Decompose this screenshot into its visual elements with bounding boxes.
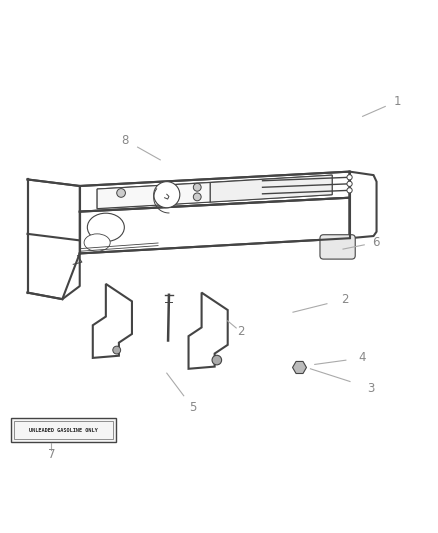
Circle shape — [212, 356, 222, 365]
Circle shape — [193, 183, 201, 191]
Ellipse shape — [347, 175, 352, 180]
FancyBboxPatch shape — [11, 418, 116, 442]
Polygon shape — [28, 180, 80, 259]
Polygon shape — [28, 259, 62, 299]
Polygon shape — [97, 182, 210, 208]
Text: 2: 2 — [342, 293, 349, 305]
Text: 6: 6 — [372, 236, 379, 249]
Text: 2: 2 — [237, 325, 244, 338]
Text: UNLEADED GASOLINE ONLY: UNLEADED GASOLINE ONLY — [29, 427, 98, 433]
Ellipse shape — [347, 181, 352, 187]
Polygon shape — [293, 361, 307, 374]
Circle shape — [113, 346, 120, 354]
Circle shape — [117, 189, 125, 197]
FancyBboxPatch shape — [320, 235, 355, 259]
Polygon shape — [350, 172, 377, 238]
Text: 3: 3 — [367, 382, 375, 395]
Polygon shape — [93, 284, 132, 358]
Text: 4: 4 — [359, 351, 366, 365]
Circle shape — [193, 193, 201, 201]
Ellipse shape — [87, 213, 124, 241]
Text: 7: 7 — [48, 448, 55, 461]
Polygon shape — [80, 198, 350, 254]
Polygon shape — [97, 175, 332, 208]
Ellipse shape — [84, 234, 110, 251]
Text: 5: 5 — [189, 401, 197, 415]
Ellipse shape — [347, 188, 352, 193]
Text: 1: 1 — [394, 95, 401, 108]
Polygon shape — [188, 293, 228, 369]
Polygon shape — [210, 175, 332, 202]
Polygon shape — [80, 172, 350, 212]
Text: 8: 8 — [122, 134, 129, 147]
Circle shape — [154, 182, 180, 208]
